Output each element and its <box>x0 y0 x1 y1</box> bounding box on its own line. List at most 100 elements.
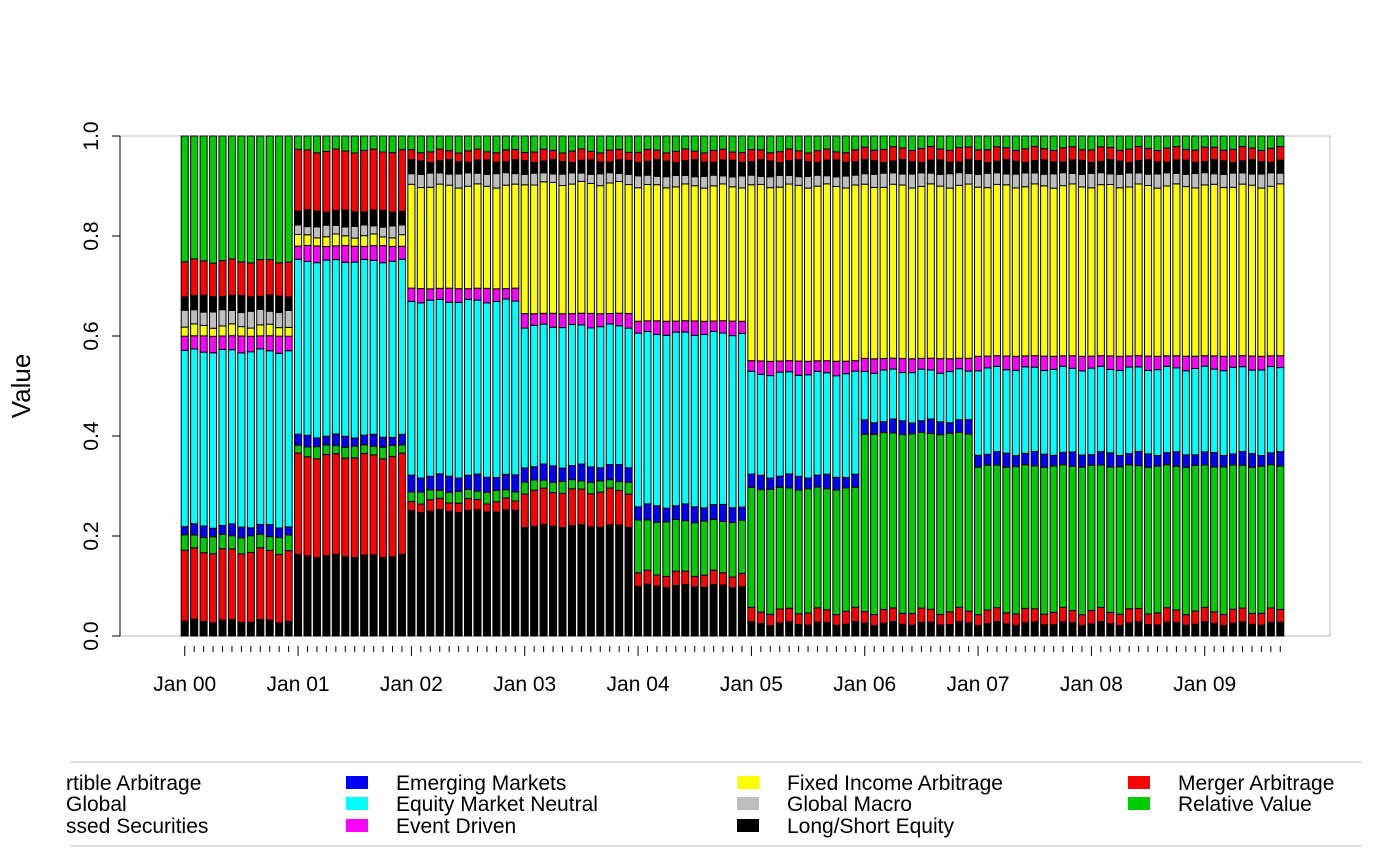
bar-segment <box>379 446 388 460</box>
bar-segment <box>832 375 841 478</box>
bar-segment <box>539 148 548 162</box>
bar-segment <box>209 262 218 298</box>
bar-segment <box>1238 355 1247 368</box>
bar-segment <box>1021 135 1030 150</box>
bar-segment <box>596 161 605 175</box>
bar-segment <box>567 479 576 490</box>
bar-segment <box>530 135 539 153</box>
bar-segment <box>294 135 303 150</box>
bar-segment <box>1191 454 1200 466</box>
bar-segment <box>917 607 926 623</box>
bar-segment <box>860 173 869 185</box>
bar-segment <box>1276 621 1285 637</box>
bar-segment <box>360 224 369 237</box>
bar-segment <box>1153 454 1162 467</box>
bar-segment <box>567 488 576 526</box>
legend-swatch <box>346 797 368 810</box>
bar-segment <box>1257 612 1266 626</box>
bar-segment <box>549 481 558 494</box>
bar-segment <box>709 320 718 332</box>
bar-segment <box>832 185 841 362</box>
bar-segment <box>1144 466 1153 615</box>
legend-label: Relative Value <box>1178 793 1312 816</box>
bar-segment <box>615 180 624 314</box>
bar-segment <box>1049 161 1058 175</box>
bar-segment <box>624 135 633 153</box>
bar-segment <box>926 418 935 434</box>
bar-segment <box>209 311 218 329</box>
bar-segment <box>624 526 633 637</box>
bar-segment <box>1087 149 1096 163</box>
bar-segment <box>539 323 548 465</box>
bar-segment <box>1002 147 1011 160</box>
bar-segment <box>785 473 794 489</box>
bar-segment <box>577 324 586 465</box>
bar-segment <box>539 523 548 637</box>
bar-segment <box>945 611 954 626</box>
bar-segment <box>1257 173 1266 189</box>
bar-segment <box>482 135 491 153</box>
bar-segment <box>227 535 236 550</box>
bar-segment <box>1021 622 1030 637</box>
bar-segment <box>1153 150 1162 163</box>
bar-segment <box>1276 159 1285 174</box>
bar-segment <box>1172 465 1181 611</box>
bar-segment <box>256 348 265 525</box>
bar-segment <box>1049 355 1058 370</box>
bar-segment <box>671 505 680 520</box>
bar-segment <box>586 481 595 495</box>
bar-segment <box>341 556 350 637</box>
bar-segment <box>719 183 728 322</box>
bar-segment <box>397 433 406 446</box>
bar-segment <box>237 537 246 555</box>
bar-segment <box>341 446 350 459</box>
bar-segment <box>567 161 576 174</box>
bar-segment <box>284 296 293 311</box>
bar-segment <box>1030 159 1039 174</box>
bar-segment <box>218 325 227 337</box>
bar-segment <box>218 260 227 298</box>
bar-segment <box>1200 606 1209 623</box>
bar-segment <box>369 445 378 456</box>
bar-segment <box>1247 184 1256 357</box>
bar-segment <box>870 422 879 435</box>
bar-segment <box>1049 173 1058 189</box>
bar-segment <box>473 287 482 301</box>
bar-segment <box>567 323 576 467</box>
bar-segment <box>341 235 350 246</box>
bar-segment <box>331 148 340 211</box>
bar-segment <box>822 372 831 475</box>
bar-segment <box>756 149 765 161</box>
bar-segment <box>180 335 189 351</box>
x-tick-label: Jan 01 <box>267 673 330 696</box>
bar-segment <box>926 135 935 148</box>
bar-segment <box>218 533 227 550</box>
bar-segment <box>350 261 359 439</box>
bar-segment <box>870 372 879 424</box>
bar-segment <box>294 233 303 247</box>
bar-segment <box>1229 453 1238 466</box>
bar-segment <box>1106 355 1115 370</box>
bar-segment <box>227 135 236 260</box>
bar-segment <box>766 375 775 479</box>
bar-segment <box>539 479 548 489</box>
bar-segment <box>294 433 303 446</box>
bar-segment <box>804 488 813 614</box>
bar-segment <box>218 619 227 637</box>
bar-segment <box>388 225 397 239</box>
bar-segment <box>1191 464 1200 612</box>
bar-segment <box>454 173 463 189</box>
y-tick-label: 0.8 <box>80 221 103 250</box>
bar-segment <box>747 174 756 186</box>
y-tick-label: 0.6 <box>80 321 103 350</box>
bar-segment <box>785 148 794 162</box>
bar-segment <box>671 518 680 572</box>
bar-segment <box>360 258 369 436</box>
bar-segment <box>492 187 501 290</box>
bar-segment <box>322 454 331 557</box>
bar-segment <box>1059 606 1068 623</box>
bar-segment <box>964 146 973 161</box>
bar-segment <box>237 335 246 354</box>
bar-segment <box>492 477 501 492</box>
bar-segment <box>652 184 661 322</box>
